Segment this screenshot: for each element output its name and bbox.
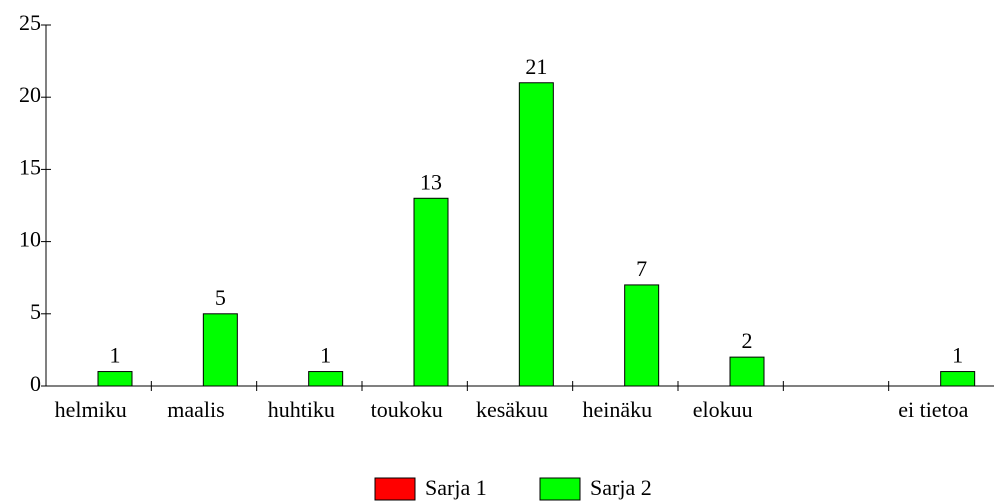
x-tick-label: huhtiku <box>268 397 335 422</box>
bar <box>518 82 554 387</box>
value-label: 13 <box>420 169 442 194</box>
bar <box>624 284 660 387</box>
value-label: 1 <box>952 343 963 368</box>
value-label: 1 <box>110 343 121 368</box>
y-tick-label: 5 <box>30 299 41 324</box>
bar <box>308 371 344 387</box>
value-label: 5 <box>215 285 226 310</box>
y-tick-label: 0 <box>30 371 41 396</box>
legend-swatch <box>539 477 581 501</box>
x-tick-label: maalis <box>167 397 224 422</box>
x-tick-label: heinäku <box>583 397 653 422</box>
bar <box>413 197 449 387</box>
x-tick-label: elokuu <box>693 397 753 422</box>
value-label: 2 <box>742 328 753 353</box>
value-label: 1 <box>320 343 331 368</box>
y-tick-label: 10 <box>19 227 41 252</box>
bar <box>97 371 133 387</box>
y-tick-label: 20 <box>19 82 41 107</box>
bar <box>202 313 238 387</box>
x-tick-label: kesäkuu <box>476 397 548 422</box>
legend-label: Sarja 2 <box>590 475 652 500</box>
y-tick-label: 25 <box>19 10 41 35</box>
legend-label: Sarja 1 <box>425 475 487 500</box>
value-label: 21 <box>525 54 547 79</box>
y-tick-label: 15 <box>19 154 41 179</box>
bar <box>729 356 765 387</box>
value-label: 7 <box>636 256 647 281</box>
x-tick-label: toukoku <box>371 397 443 422</box>
x-tick-label: ei tietoa <box>898 397 968 422</box>
bar <box>940 371 976 387</box>
x-tick-label: helmiku <box>55 397 127 422</box>
legend-swatch <box>374 477 416 501</box>
